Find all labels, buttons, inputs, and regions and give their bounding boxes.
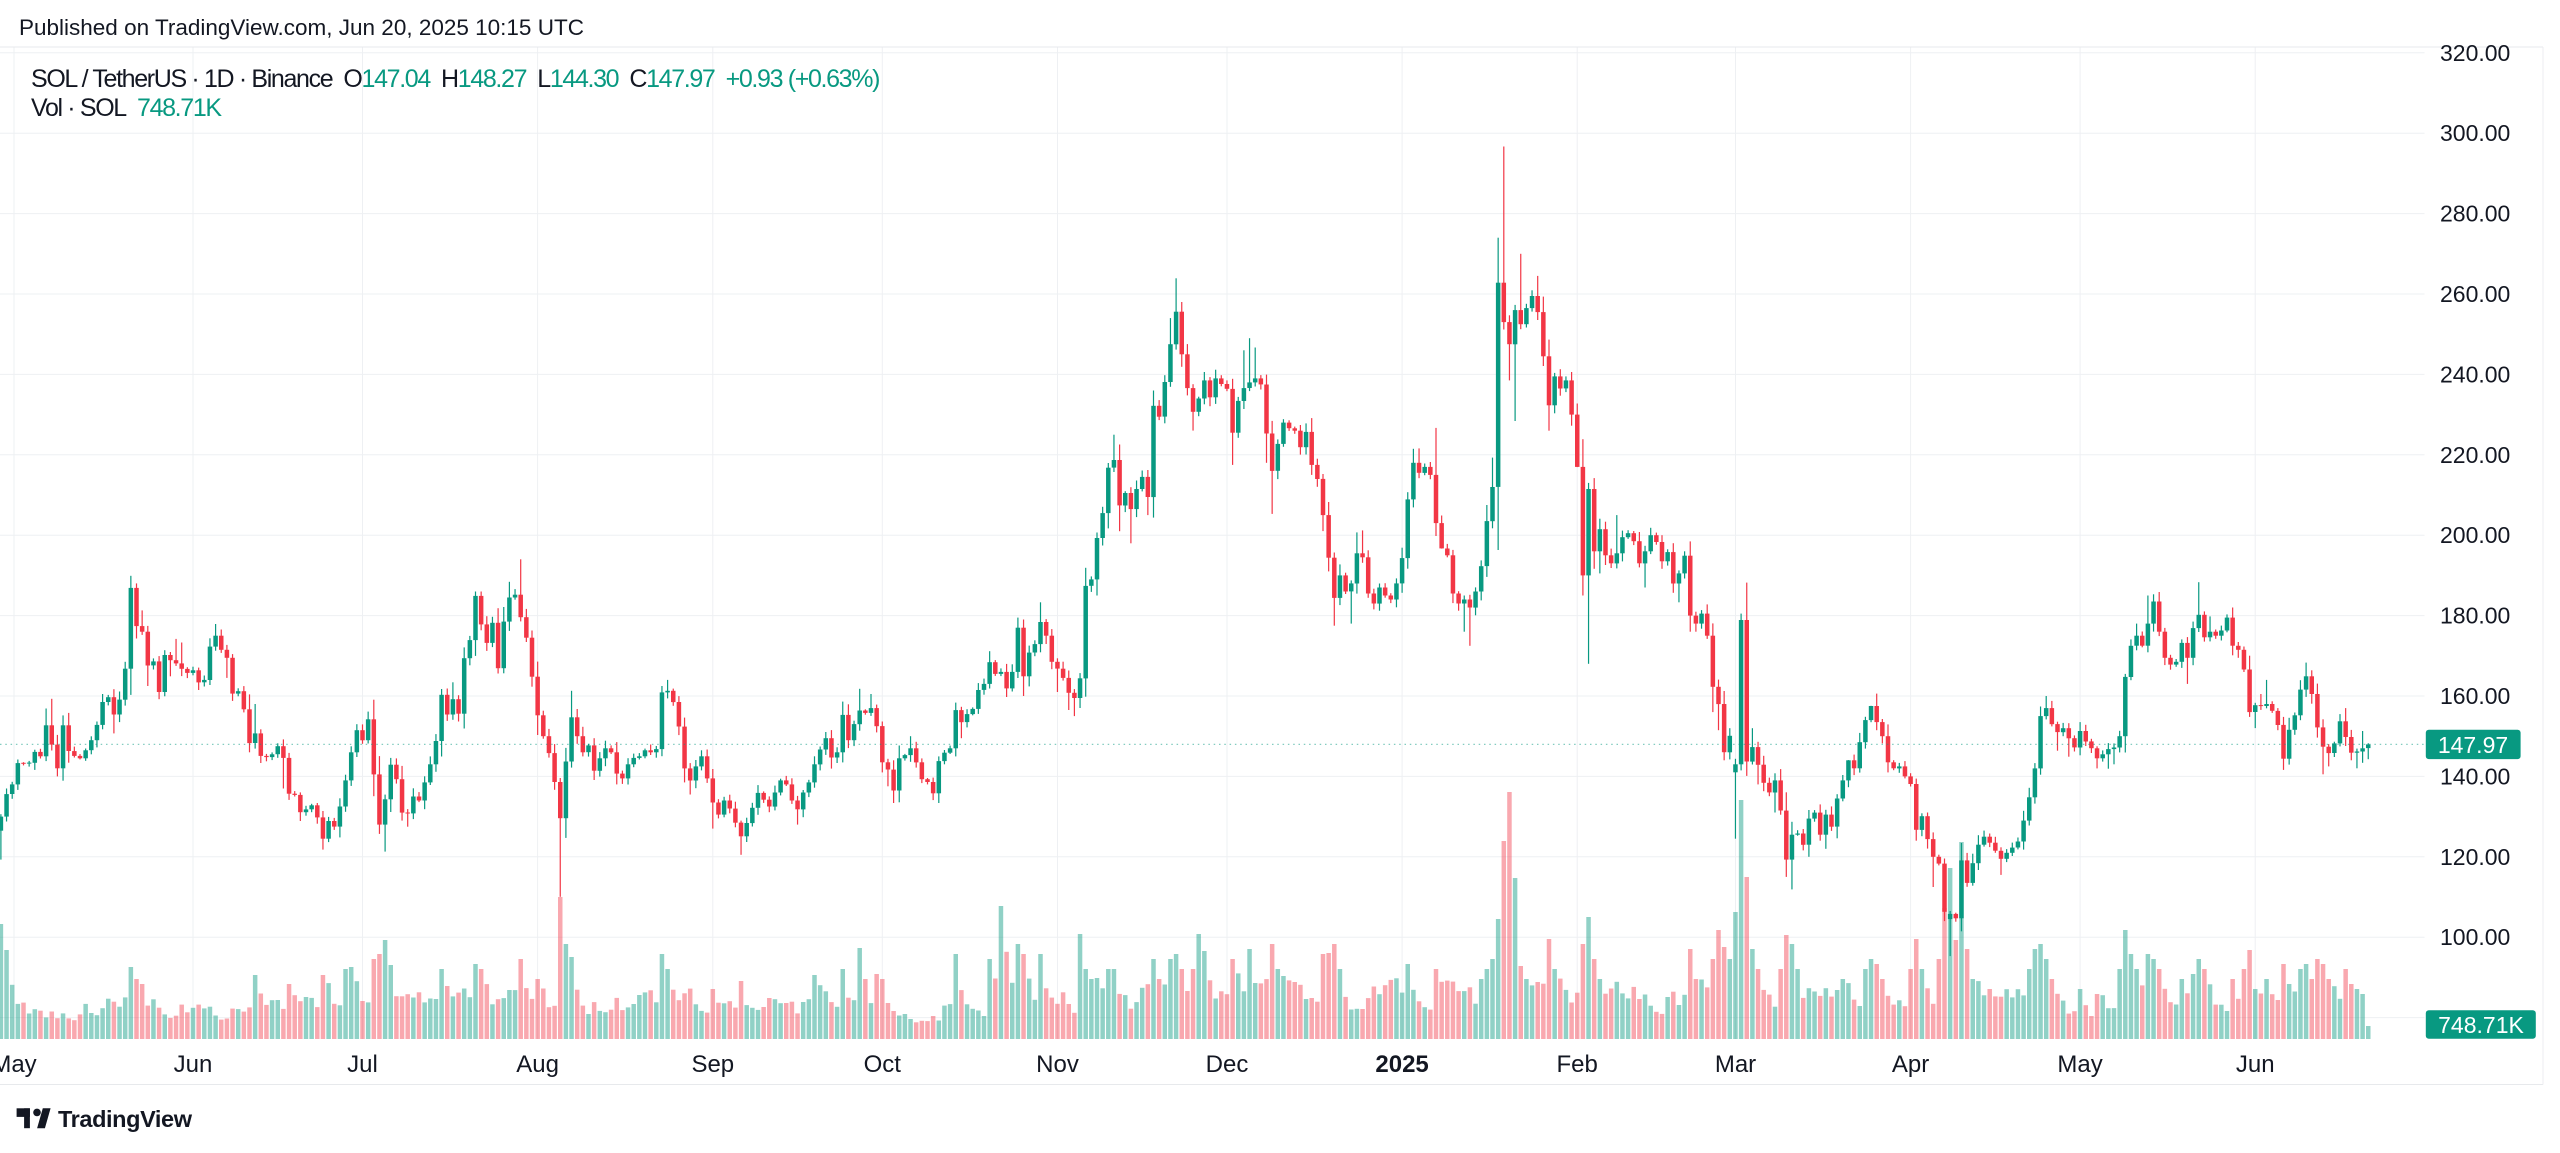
svg-text:140.00: 140.00 [2440, 763, 2510, 789]
svg-text:Mar: Mar [1715, 1051, 1756, 1078]
svg-text:Oct: Oct [864, 1051, 902, 1078]
svg-text:Jun: Jun [174, 1051, 213, 1078]
svg-text:Jun: Jun [2236, 1051, 2275, 1078]
svg-text:220.00: 220.00 [2440, 442, 2510, 468]
svg-text:100.00: 100.00 [2440, 924, 2510, 950]
svg-text:Vol · SOL 748.71K: Vol · SOL 748.71K [31, 94, 222, 122]
svg-text:Published on TradingView.com,: Published on TradingView.com, Jun 20, 20… [19, 15, 584, 40]
svg-text:320.00: 320.00 [2440, 40, 2510, 66]
svg-text:180.00: 180.00 [2440, 603, 2510, 629]
svg-text:Apr: Apr [1892, 1051, 1929, 1078]
svg-text:147.97: 147.97 [2438, 732, 2508, 758]
svg-text:300.00: 300.00 [2440, 120, 2510, 146]
svg-text:May: May [0, 1051, 37, 1078]
svg-text:2025: 2025 [1375, 1051, 1428, 1078]
svg-text:May: May [2057, 1051, 2102, 1078]
svg-text:200.00: 200.00 [2440, 522, 2510, 548]
svg-text:280.00: 280.00 [2440, 201, 2510, 227]
svg-text:120.00: 120.00 [2440, 844, 2510, 870]
svg-text:240.00: 240.00 [2440, 361, 2510, 387]
svg-text:Jul: Jul [347, 1051, 378, 1078]
svg-text:TradingView: TradingView [58, 1106, 193, 1132]
svg-text:Aug: Aug [516, 1051, 559, 1078]
svg-text:Nov: Nov [1036, 1051, 1079, 1078]
svg-text:SOL / TetherUS · 1D · Binance: SOL / TetherUS · 1D · Binance O147.04 H1… [31, 65, 879, 93]
svg-text:Dec: Dec [1206, 1051, 1249, 1078]
svg-text:160.00: 160.00 [2440, 683, 2510, 709]
svg-text:Feb: Feb [1557, 1051, 1598, 1078]
svg-text:260.00: 260.00 [2440, 281, 2510, 307]
svg-text:Sep: Sep [691, 1051, 734, 1078]
svg-text:748.71K: 748.71K [2438, 1012, 2524, 1038]
